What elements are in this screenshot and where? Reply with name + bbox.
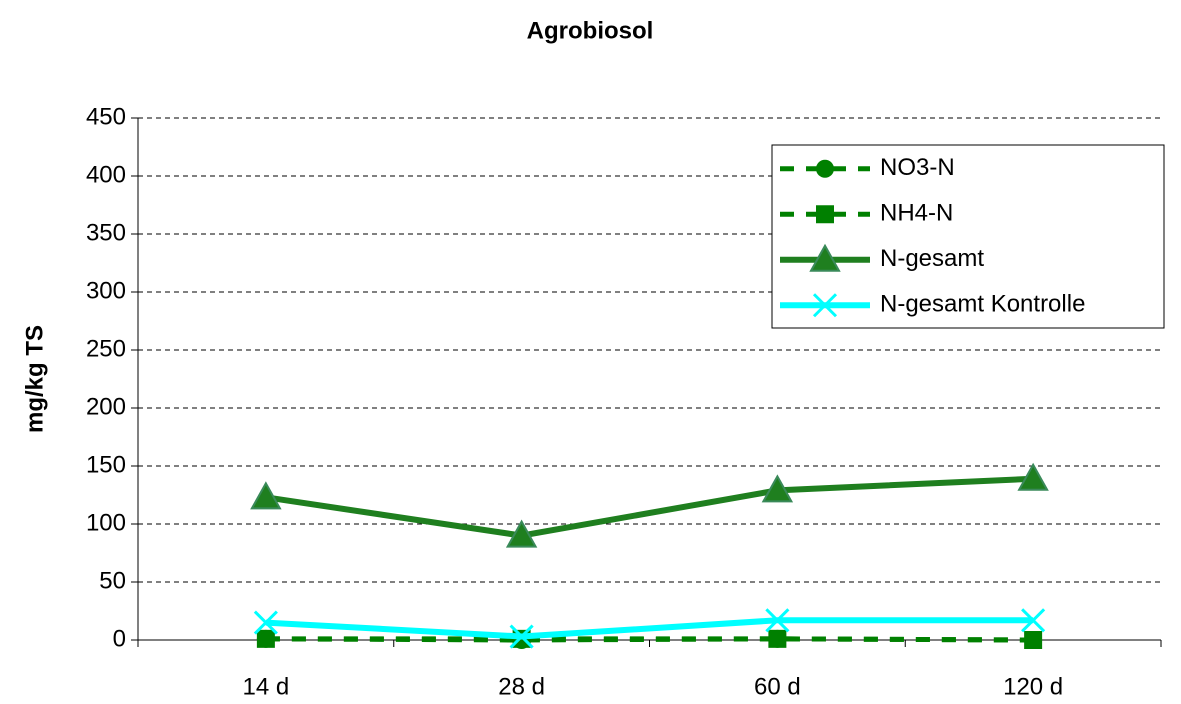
legend-marker: [809, 243, 841, 272]
y-tick-label: 50: [99, 567, 126, 594]
legend-marker: [816, 159, 834, 178]
y-axis-label: mg/kg TS: [21, 325, 48, 433]
legend-label: N-gesamt: [880, 245, 984, 272]
data-point: [761, 474, 794, 503]
y-tick-label: 400: [86, 161, 126, 188]
data-point: [250, 481, 282, 510]
y-tick-label: 0: [113, 625, 126, 652]
x-tick-label: 28 d: [498, 673, 545, 700]
x-tick-label: 120 d: [1003, 673, 1063, 700]
legend-label: NO3-N: [880, 154, 955, 181]
data-point: [1021, 608, 1046, 633]
series-line: [265, 617, 1034, 640]
data-point: [253, 610, 278, 635]
legend-label: NH4-N: [880, 200, 953, 227]
series-line: [265, 475, 1034, 539]
y-tick-label: 100: [86, 509, 126, 536]
y-tick-label: 300: [86, 277, 126, 304]
y-tick-label: 150: [86, 451, 126, 478]
data-point: [768, 629, 787, 648]
y-tick-label: 250: [86, 335, 126, 362]
legend-marker: [812, 293, 838, 318]
x-tick-label: 60 d: [754, 673, 801, 700]
data-point: [505, 519, 538, 548]
data-point: [1017, 462, 1049, 491]
data-point: [765, 608, 790, 633]
chart-title: Agrobiosol: [527, 17, 654, 44]
legend-box: [771, 144, 1165, 329]
x-tick-label: 14 d: [243, 673, 290, 700]
legend-marker: [816, 205, 834, 224]
y-tick-label: 200: [86, 393, 126, 420]
data-point: [1024, 631, 1043, 649]
y-tick-label: 450: [86, 103, 126, 130]
y-tick-label: 350: [86, 219, 126, 246]
data-point: [509, 624, 534, 649]
data-point: [256, 629, 275, 648]
legend-label: N-gesamt Kontrolle: [880, 291, 1085, 318]
